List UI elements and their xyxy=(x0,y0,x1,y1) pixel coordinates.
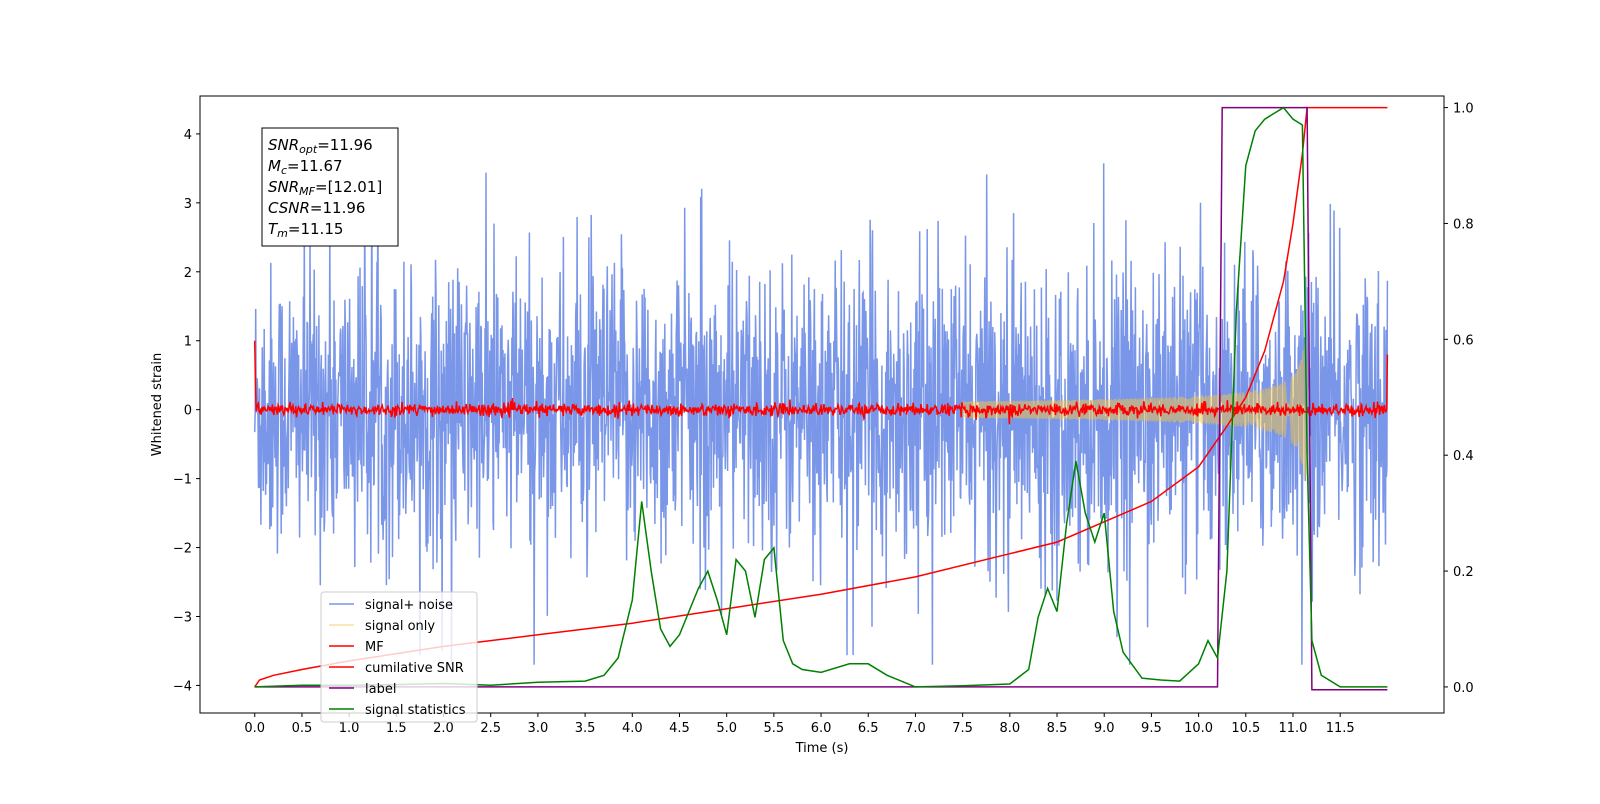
info-line: SNRopt=11.96 xyxy=(268,136,373,156)
legend-label: MF xyxy=(365,640,384,655)
y-right-tick-label: 1.0 xyxy=(1453,102,1474,117)
legend-label: signal only xyxy=(365,619,435,634)
x-tick-label: 4.5 xyxy=(669,721,690,736)
y-left-tick-label: 3 xyxy=(184,197,192,212)
y-left-tick-label: 0 xyxy=(184,404,192,419)
legend-label: signal statistics xyxy=(365,703,466,718)
info-box-frame xyxy=(261,127,399,247)
x-tick-label: 10.5 xyxy=(1231,721,1260,736)
y-left-tick-label: −4 xyxy=(173,679,192,694)
y-left-tick-label: −3 xyxy=(173,610,192,625)
legend-label: label xyxy=(365,682,396,697)
x-tick-label: 4.0 xyxy=(622,721,643,736)
x-tick-label: 2.5 xyxy=(480,721,501,736)
info-line: CSNR=11.96 xyxy=(268,199,365,217)
x-tick-label: 1.5 xyxy=(386,721,407,736)
legend-frame xyxy=(320,591,478,723)
x-axis-label: Time (s) xyxy=(795,741,849,756)
legend-label: signal+ noise xyxy=(365,598,453,613)
y-right-tick-label: 0.8 xyxy=(1453,217,1474,232)
info-line: Tm=11.15 xyxy=(268,220,343,240)
y-left-tick-label: 4 xyxy=(184,128,192,143)
x-tick-label: 9.5 xyxy=(1141,721,1162,736)
info-line: SNRMF=[12.01] xyxy=(268,178,382,198)
series-signal-statistics xyxy=(254,106,1388,688)
x-tick-label: 8.5 xyxy=(1047,721,1068,736)
x-tick-label: 1.0 xyxy=(339,721,360,736)
axis-ticks: 0.0 0.5 1.0 1.5 2.0 2.5 3.0 3.5 4.0 4.5 5.0 5.5 6.0 6… xyxy=(173,102,1474,736)
y-right-tick-label: 0.0 xyxy=(1453,681,1474,696)
x-tick-label: 11.0 xyxy=(1279,721,1308,736)
y-left-tick-label: 1 xyxy=(184,335,192,350)
x-tick-label: 3.5 xyxy=(575,721,596,736)
y-right-tick-label: 0.6 xyxy=(1453,333,1474,348)
axes-frame xyxy=(199,95,1445,714)
y-axis-label-left: Whitened strain xyxy=(150,353,165,456)
x-tick-label: 8.0 xyxy=(999,721,1020,736)
y-left-tick-label: −2 xyxy=(173,542,192,557)
x-tick-label: 5.0 xyxy=(716,721,737,736)
series-mf xyxy=(253,340,1389,425)
y-right-tick-label: 0.4 xyxy=(1453,449,1474,464)
x-tick-label: 6.5 xyxy=(858,721,879,736)
x-tick-label: 10.0 xyxy=(1184,721,1213,736)
y-left-tick-label: −1 xyxy=(173,473,192,488)
x-tick-label: 2.0 xyxy=(433,721,454,736)
x-tick-label: 9.0 xyxy=(1094,721,1115,736)
x-tick-label: 6.0 xyxy=(811,721,832,736)
series-signal-noise xyxy=(253,134,1389,665)
info-box: SNRopt=11.96Mc=11.67SNRMF=[12.01]CSNR=11… xyxy=(261,127,399,247)
x-tick-label: 7.5 xyxy=(952,721,973,736)
legend-label: cumilative SNR xyxy=(365,661,464,676)
series-label xyxy=(254,106,1388,691)
x-tick-label: 0.0 xyxy=(244,721,265,736)
legend: signal+ noise signal only MF cumilative SNR… xyxy=(320,591,478,723)
y-right-tick-label: 0.2 xyxy=(1453,565,1474,580)
x-tick-label: 3.0 xyxy=(528,721,549,736)
x-tick-label: 5.5 xyxy=(764,721,785,736)
x-tick-label: 11.5 xyxy=(1326,721,1355,736)
x-tick-label: 7.0 xyxy=(905,721,926,736)
y-left-tick-label: 2 xyxy=(184,266,192,281)
info-line: Mc=11.67 xyxy=(268,157,343,177)
x-tick-label: 0.5 xyxy=(292,721,313,736)
